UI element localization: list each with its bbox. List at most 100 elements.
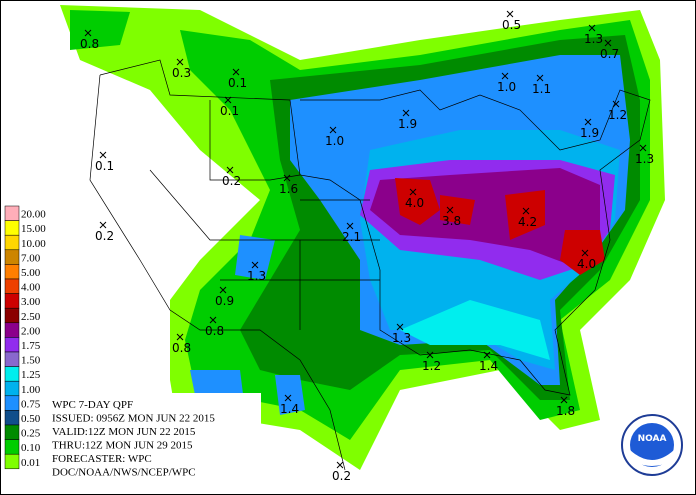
point-marker xyxy=(396,323,404,331)
legend-label: 1.50 xyxy=(21,355,41,367)
band-300 xyxy=(505,190,545,240)
point-value: 1.9 xyxy=(580,126,599,140)
point-value: 4.2 xyxy=(518,215,537,229)
point-marker xyxy=(284,394,292,402)
point-marker xyxy=(560,396,568,404)
point-value: 1.6 xyxy=(279,182,298,196)
point-marker xyxy=(402,109,410,117)
point-marker xyxy=(483,351,491,359)
point-marker xyxy=(604,39,612,47)
point-marker xyxy=(506,10,514,18)
logo-text: NOAA xyxy=(638,434,667,444)
point-value: 0.1 xyxy=(95,159,114,173)
info-panel xyxy=(49,393,261,488)
point-marker xyxy=(588,24,596,32)
info-line: WPC 7-DAY QPF xyxy=(52,399,133,411)
point-marker xyxy=(329,126,337,134)
point-marker xyxy=(612,100,620,108)
state-lines xyxy=(149,100,380,330)
point-labels: 0.8 0.5 1.3 0.7 0.3 0.1 1.0 1.1 0.1 1.2 1.9 1.9 1.0 1… xyxy=(80,10,654,483)
band-010 xyxy=(70,10,130,50)
info-line: ISSUED: 0956Z MON JUN 22 2015 xyxy=(52,413,215,425)
point-value: 1.4 xyxy=(479,359,498,373)
legend-label: 1.00 xyxy=(21,384,41,396)
point-value: 0.1 xyxy=(220,104,239,118)
legend-swatch xyxy=(4,453,20,470)
point-value: 0.3 xyxy=(172,66,191,80)
us-outline xyxy=(99,59,651,396)
point-marker xyxy=(639,144,647,152)
legend-swatch xyxy=(4,351,20,367)
point-marker xyxy=(219,286,227,294)
band-075 xyxy=(275,375,305,415)
legend-swatch xyxy=(4,337,20,353)
legend-swatch xyxy=(4,322,20,338)
point-value: 0.2 xyxy=(332,469,351,483)
point-marker xyxy=(99,151,107,159)
legend-label: 2.00 xyxy=(21,325,41,337)
point-value: 0.9 xyxy=(215,294,234,308)
logo-disc xyxy=(630,423,674,467)
point-marker xyxy=(336,461,344,469)
legend-label: 0.75 xyxy=(21,398,41,410)
legend-swatch xyxy=(4,264,20,280)
point-value: 0.8 xyxy=(80,37,99,51)
legend-label: 1.25 xyxy=(21,369,41,381)
point-marker xyxy=(522,207,530,215)
point-marker xyxy=(176,58,184,66)
legend-swatch xyxy=(4,410,20,426)
point-value: 1.2 xyxy=(422,359,441,373)
noaa-logo: NOAA xyxy=(621,414,683,476)
legend-label: 3.00 xyxy=(21,296,41,308)
point-marker xyxy=(346,222,354,230)
band-300 xyxy=(440,195,475,225)
point-value: 0.8 xyxy=(205,324,224,338)
band-075 xyxy=(235,235,275,280)
point-value: 4.0 xyxy=(577,257,596,271)
info-text: WPC 7-DAY QPF ISSUED: 0956Z MON JUN 22 20… xyxy=(52,399,215,479)
point-value: 3.8 xyxy=(442,214,461,228)
legend-swatch xyxy=(4,293,20,309)
point-value: 1.1 xyxy=(532,82,551,96)
point-marker xyxy=(84,29,92,37)
legend-label: 5.00 xyxy=(21,267,41,279)
precip-shading xyxy=(60,5,665,470)
legend-swatch xyxy=(4,278,20,294)
point-value: 0.7 xyxy=(600,47,619,61)
point-marker xyxy=(232,68,240,76)
point-value: 1.2 xyxy=(608,108,627,122)
point-value: 1.0 xyxy=(325,134,344,148)
legend-swatch xyxy=(4,424,20,440)
legend-swatch xyxy=(4,439,20,455)
band-300 xyxy=(560,230,605,275)
point-marker xyxy=(209,316,217,324)
legend-swatch xyxy=(4,249,20,265)
point-value: 0.8 xyxy=(172,341,191,355)
point-marker xyxy=(426,351,434,359)
boundaries xyxy=(89,59,651,471)
legend-label: 2.50 xyxy=(21,311,41,323)
point-value: 0.2 xyxy=(95,229,114,243)
logo-wave xyxy=(630,450,674,466)
point-value: 1.3 xyxy=(247,269,266,283)
point-value: 1.9 xyxy=(398,117,417,131)
legend-swatch xyxy=(4,380,20,397)
legend-label: 10.00 xyxy=(21,238,46,250)
legend-label: 1.75 xyxy=(21,340,41,352)
info-line: VALID:12Z MON JUN 22 2015 xyxy=(52,426,196,438)
point-value: 0.5 xyxy=(502,18,521,32)
point-marker xyxy=(584,118,592,126)
point-value: 4.0 xyxy=(405,196,424,210)
legend-swatch xyxy=(4,366,20,382)
point-value: 1.0 xyxy=(497,80,516,94)
legend-label: 0.50 xyxy=(21,413,41,425)
point-value: 1.4 xyxy=(280,402,299,416)
point-value: 1.3 xyxy=(392,331,411,345)
point-marker xyxy=(409,188,417,196)
legend-swatch xyxy=(4,220,20,236)
point-marker xyxy=(251,261,259,269)
info-line: DOC/NOAA/NWS/NCEP/WPC xyxy=(52,467,196,479)
point-marker xyxy=(283,174,291,182)
point-marker xyxy=(99,221,107,229)
